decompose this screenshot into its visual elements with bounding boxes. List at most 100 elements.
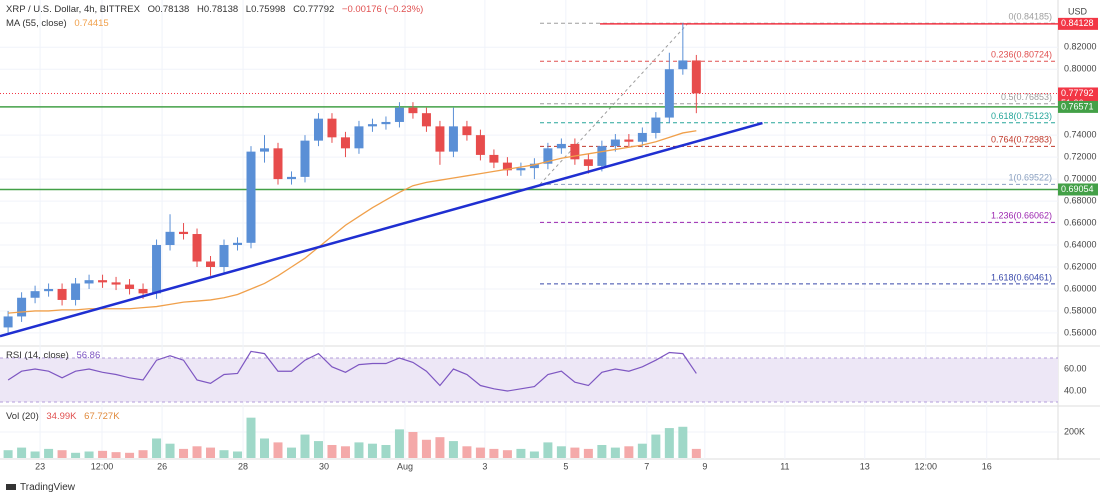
candle-body	[394, 107, 404, 122]
price-badge-label: 0.76571	[1061, 101, 1094, 111]
volume-bar	[435, 437, 445, 458]
x-tick-label: 5	[563, 461, 568, 471]
volume-bar	[273, 442, 283, 458]
candle-body	[637, 132, 647, 142]
y-tick-label: 0.64000	[1064, 239, 1097, 249]
candle-body	[327, 118, 337, 138]
volume-bar	[502, 450, 512, 458]
volume-bar	[516, 448, 526, 458]
price-badge-label: 0.84128	[1061, 18, 1094, 28]
volume-bar	[394, 429, 404, 458]
candle-body	[475, 135, 485, 155]
x-tick-label: 3	[482, 461, 487, 471]
candle-body	[98, 280, 108, 283]
candle-body	[300, 140, 310, 177]
candle-body	[570, 143, 580, 160]
candle-body	[408, 107, 418, 114]
candle-body	[313, 118, 323, 141]
candle-body	[165, 231, 175, 246]
volume-bar	[30, 451, 40, 458]
candle-body	[138, 288, 148, 294]
volume-bar	[637, 443, 647, 458]
volume-bar	[286, 447, 296, 458]
volume-bar	[381, 444, 391, 458]
price-badge	[1058, 17, 1098, 30]
vol-header: Vol (20) 34.99K 67.727K	[6, 411, 125, 422]
y-tick-label: 0.60000	[1064, 283, 1097, 293]
candle-body	[435, 126, 445, 152]
change: −0.00176 (−0.23%)	[341, 4, 424, 15]
rsi-header: RSI (14, close) 56.86	[6, 350, 105, 361]
volume-bar	[3, 450, 13, 458]
y-tick-label: 40.00	[1064, 385, 1087, 395]
volume-bar	[192, 446, 202, 458]
y-tick-label: 0.72000	[1064, 151, 1097, 161]
volume-bar	[583, 448, 593, 458]
candle-body	[44, 288, 54, 292]
price-badge-label: 0.77792	[1061, 88, 1094, 98]
volume-bar	[340, 446, 350, 458]
fib-label: 1.236(0.66062)	[991, 211, 1052, 221]
fib-label: 1(0.69522)	[1008, 173, 1052, 183]
volume-bar	[421, 439, 431, 458]
volume-bar	[206, 447, 216, 458]
volume-bar	[152, 438, 162, 458]
candle-body	[206, 261, 216, 267]
y-tick-label: 0.66000	[1064, 217, 1097, 227]
x-tick-label: 16	[982, 461, 992, 471]
candle-body	[691, 60, 701, 94]
candle-body	[516, 168, 526, 171]
volume-bar	[597, 444, 607, 458]
footer: TradingView	[20, 482, 76, 493]
rsi-band	[0, 358, 1058, 403]
candle-body	[583, 159, 593, 166]
candle-body	[152, 245, 162, 294]
candle-body	[219, 245, 229, 267]
fib-label: 0.236(0.80724)	[991, 50, 1052, 60]
candle-body	[179, 231, 189, 235]
volume-bar	[624, 446, 634, 458]
candle-body	[71, 283, 81, 300]
trend-line	[0, 121, 763, 338]
volume-bar	[165, 443, 175, 458]
volume-bar	[138, 450, 148, 458]
rsi-line	[7, 350, 697, 392]
candle-body	[448, 126, 458, 152]
candle-body	[381, 121, 391, 125]
candle-body	[260, 148, 269, 152]
candle-body	[421, 113, 431, 127]
volume-bar	[84, 451, 94, 458]
y-tick-label: 0.82000	[1064, 42, 1097, 52]
volume-bar	[475, 447, 485, 458]
x-tick-label: 9	[702, 461, 707, 471]
candle-body	[678, 60, 688, 70]
candle-body	[273, 148, 283, 180]
volume-bar	[678, 426, 688, 458]
volume-bar	[448, 441, 458, 458]
volume-bar	[300, 434, 310, 458]
candle-body	[610, 139, 620, 147]
ohlc: L0.75998	[245, 4, 286, 15]
candle-body	[556, 143, 566, 149]
candle-body	[651, 117, 661, 133]
ohlc: H0.78138	[196, 4, 239, 15]
volume-bar	[313, 441, 323, 458]
candle-body	[489, 154, 499, 163]
y-tick-label: 0.80000	[1064, 64, 1097, 74]
ohlc: C0.77792	[293, 4, 335, 15]
rsi-value: 56.86	[76, 350, 101, 361]
volume-bar	[408, 431, 418, 458]
volume-bar	[556, 446, 566, 458]
volume-bar	[71, 452, 81, 458]
candle-body	[57, 288, 67, 300]
candle-body	[17, 297, 27, 317]
price-badge	[1058, 183, 1098, 196]
vol-value: 34.99K	[46, 411, 77, 422]
header-line: XRP / U.S. Dollar, 4h, BITTREX O0.78138 …	[6, 4, 428, 15]
candle-body	[246, 151, 256, 243]
candle-body	[597, 146, 607, 166]
symbol-title: XRP / U.S. Dollar, 4h, BITTREX	[6, 4, 140, 15]
volume-bar	[529, 451, 539, 458]
x-tick-label: 28	[238, 461, 248, 471]
